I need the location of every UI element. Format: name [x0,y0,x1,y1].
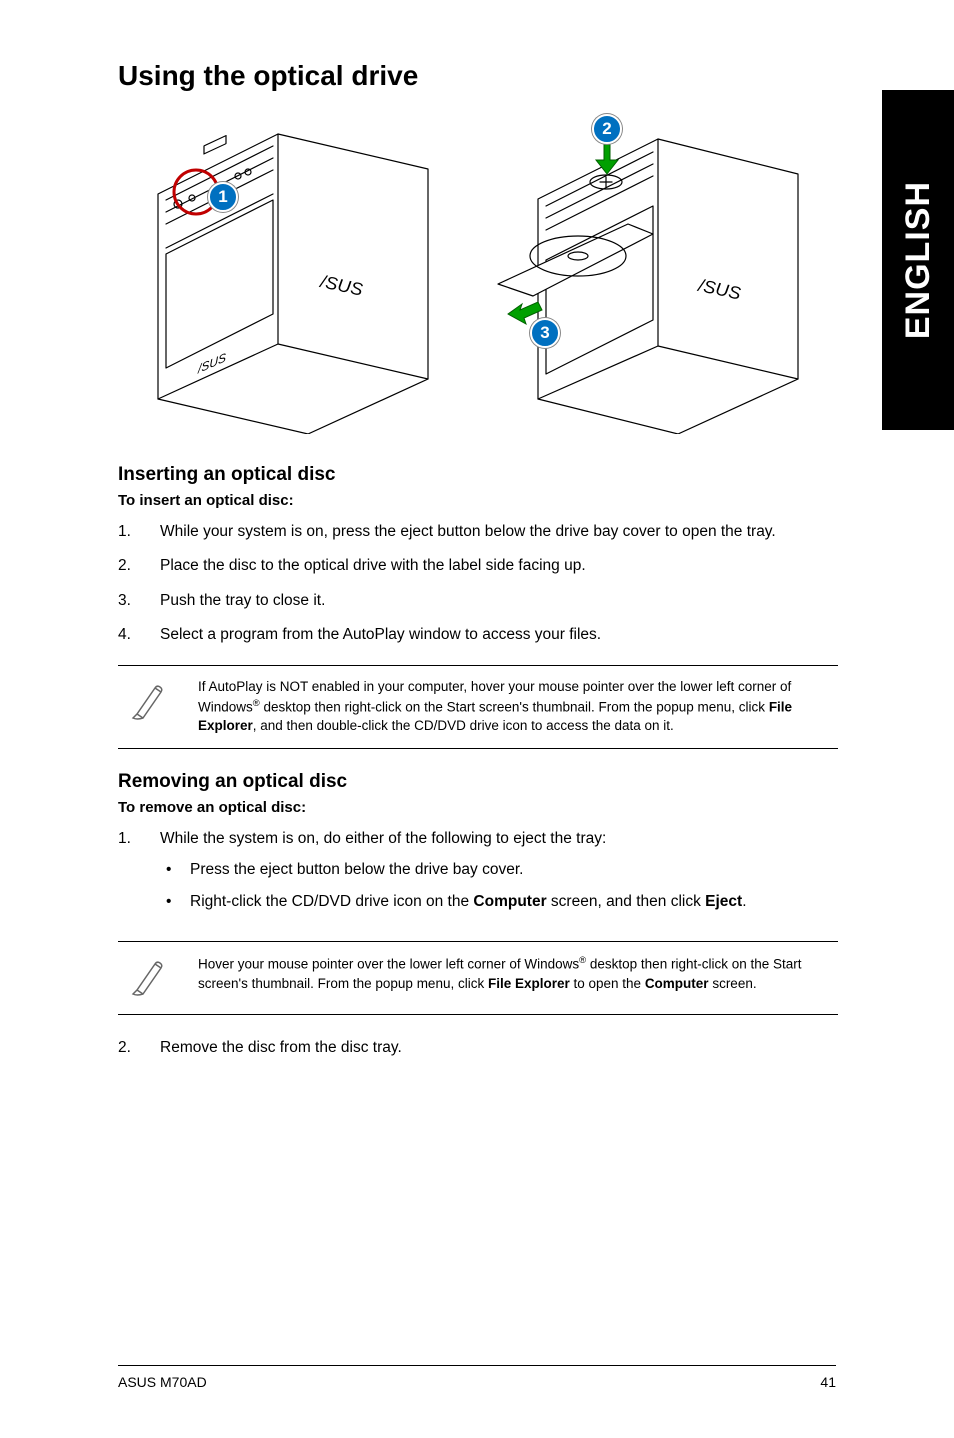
note-computer: Computer [645,976,709,991]
footer-model: ASUS M70AD [118,1374,207,1390]
note-file-explorer: File Explorer [488,976,570,991]
inserting-steps: 1.While your system is on, press the eje… [118,521,838,647]
svg-text:/SUS: /SUS [317,271,364,300]
registered-mark: ® [253,698,260,709]
bullet-text: Right-click the CD/DVD drive icon on the… [190,891,838,913]
page-footer: ASUS M70AD 41 [118,1365,836,1390]
note-autoplay-text: If AutoPlay is NOT enabled in your compu… [198,678,838,736]
bullet-text: Press the eject button below the drive b… [190,859,838,881]
step-num: 4. [118,624,160,646]
step-num: 2. [118,1037,160,1059]
removing-bullets: •Press the eject button below the drive … [160,859,838,914]
bullet-bold: Eject [705,893,742,910]
step-text: Remove the disc from the disc tray. [160,1037,838,1059]
bullet-dot: • [160,859,190,881]
footer-page-number: 41 [820,1374,836,1390]
note-text-part: Hover your mouse pointer over the lower … [198,957,579,972]
removing-lead: To remove an optical disc: [118,799,838,816]
bullet-item: •Right-click the CD/DVD drive icon on th… [160,891,838,913]
pencil-icon [118,954,178,1002]
callout-badge-2: 2 [592,114,622,144]
note-autoplay: If AutoPlay is NOT enabled in your compu… [118,665,838,749]
step-text: While your system is on, press the eject… [160,521,838,543]
step-num: 3. [118,590,160,612]
note-text-part: screen. [709,976,757,991]
tower-closed-svg: /SUS /SUS [118,114,458,434]
step-item: 2.Remove the disc from the disc tray. [118,1037,838,1059]
language-label: ENGLISH [899,181,938,339]
step-text: Push the tray to close it. [160,590,838,612]
bullet-dot: • [160,891,190,913]
page: ENGLISH Using the optical drive [0,0,954,1438]
note-text-part: to open the [570,976,645,991]
step-item: 1.While your system is on, press the eje… [118,521,838,543]
step-text: Select a program from the AutoPlay windo… [160,624,838,646]
tower-open-svg: /SUS [478,114,818,434]
step-text-inner: While the system is on, do either of the… [160,830,606,847]
removing-heading: Removing an optical disc [118,771,838,793]
svg-text:/SUS: /SUS [695,275,742,304]
step-text: Place the disc to the optical drive with… [160,555,838,577]
bullet-bold: Computer [473,893,546,910]
bullet-part: . [742,893,746,910]
figure-closed-tower: /SUS /SUS 1 [118,114,458,434]
step-item: 1. While the system is on, do either of … [118,828,838,923]
note-hover-text: Hover your mouse pointer over the lower … [198,954,838,993]
inserting-lead: To insert an optical disc: [118,492,838,509]
figure-row: /SUS /SUS 1 [118,114,838,434]
step-num: 1. [118,521,160,543]
content-area: Using the optical drive [118,60,838,1078]
step-num: 1. [118,828,160,923]
removing-step1-list: 1. While the system is on, do either of … [118,828,838,923]
bullet-item: •Press the eject button below the drive … [160,859,838,881]
note-text-part: , and then double-click the CD/DVD drive… [253,718,674,733]
note-hover: Hover your mouse pointer over the lower … [118,941,838,1015]
bullet-part: screen, and then click [547,893,706,910]
inserting-heading: Inserting an optical disc [118,464,838,486]
bullet-part: Right-click the CD/DVD drive icon on the [190,893,473,910]
callout-badge-3: 3 [530,318,560,348]
figure-open-tray: /SUS 2 3 [478,114,818,434]
step-num: 2. [118,555,160,577]
step-text: While the system is on, do either of the… [160,828,838,923]
svg-text:/SUS: /SUS [197,350,227,377]
step-item: 2.Place the disc to the optical drive wi… [118,555,838,577]
note-text-part: desktop then right-click on the Start sc… [260,699,769,714]
page-title: Using the optical drive [118,60,838,92]
callout-badge-1: 1 [208,182,238,212]
step-item: 3.Push the tray to close it. [118,590,838,612]
pencil-icon [118,678,178,726]
removing-step2-list: 2.Remove the disc from the disc tray. [118,1037,838,1059]
step-item: 4.Select a program from the AutoPlay win… [118,624,838,646]
language-side-tab: ENGLISH [882,90,954,430]
